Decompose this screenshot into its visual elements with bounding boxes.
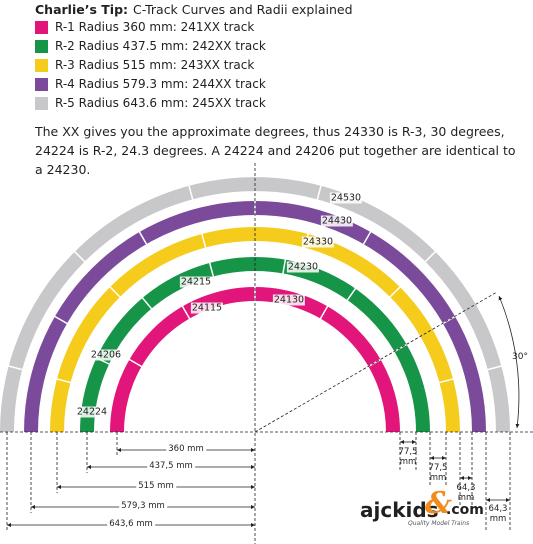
dim-label: 360 mm <box>166 444 206 454</box>
legend-swatch <box>35 40 48 53</box>
track-label: 24215 <box>179 276 213 288</box>
track-joint <box>424 250 437 263</box>
track-joint <box>346 287 357 302</box>
track-label: 24206 <box>89 349 123 361</box>
legend-swatch <box>35 59 48 72</box>
dim-label: 643,6 mm <box>107 519 155 529</box>
track-joint <box>138 230 148 246</box>
track-joint <box>362 230 372 246</box>
logo-tagline: Quality Model Trains <box>408 520 470 527</box>
legend-label: R-3 Radius 515 mm: 243XX track <box>55 58 255 72</box>
track-joint <box>73 250 86 263</box>
track-joint <box>441 315 457 325</box>
dim-label: 64,3 mm <box>456 483 476 503</box>
track-joint <box>55 377 72 384</box>
legend-label: R-5 Radius 643.6 mm: 245XX track <box>55 96 266 110</box>
track-joint <box>188 184 194 201</box>
track-joint <box>7 365 24 371</box>
legend-swatch <box>35 97 48 110</box>
legend-label: R-4 Radius 579.3 mm: 244XX track <box>55 77 266 91</box>
dim-label: 77,5 mm <box>398 447 418 467</box>
logo-name: ajckids <box>360 498 439 522</box>
tip-label: Charlie’s Tip: <box>35 2 129 17</box>
track-joint <box>388 285 402 299</box>
track-label: 24224 <box>75 406 109 418</box>
track-label: 24230 <box>286 261 320 273</box>
angle-line <box>254 291 498 433</box>
dim-label: 579,3 mm <box>119 501 167 511</box>
track-label: 24330 <box>301 236 335 248</box>
track-joint <box>319 305 329 320</box>
legend-swatch <box>35 78 48 91</box>
track-label: 24130 <box>272 294 306 306</box>
angle-arc <box>498 295 520 429</box>
track-label: 24430 <box>320 215 354 227</box>
track-joint <box>208 261 215 278</box>
dim-label: 515 mm <box>136 481 176 491</box>
logo-domain: .com <box>446 502 484 518</box>
track-label: 24115 <box>190 302 224 314</box>
track-joint <box>141 296 153 310</box>
logo-amp: & <box>425 486 453 521</box>
header-title: C-Track Curves and Radii explained <box>133 2 353 17</box>
track-joint <box>128 358 143 368</box>
track-joint <box>108 285 122 299</box>
track-joint <box>282 258 287 275</box>
legend-swatch <box>35 21 48 34</box>
dim-label: 77,5 mm <box>428 463 448 483</box>
track-joint <box>200 232 207 249</box>
angle-label: 30° <box>512 352 528 362</box>
dim-label: 64,3 mm <box>488 504 508 524</box>
dim-label: 437,5 mm <box>147 461 195 471</box>
legend-label: R-1 Radius 360 mm: 241XX track <box>55 20 255 34</box>
track-joint <box>438 377 455 384</box>
track-joint <box>316 184 322 201</box>
explanation: The XX gives you the approximate degrees… <box>35 124 516 177</box>
track-label: 24530 <box>329 192 363 204</box>
legend-label: R-2 Radius 437.5 mm: 242XX track <box>55 39 266 53</box>
track-joint <box>181 305 191 320</box>
track-joint <box>53 315 69 325</box>
